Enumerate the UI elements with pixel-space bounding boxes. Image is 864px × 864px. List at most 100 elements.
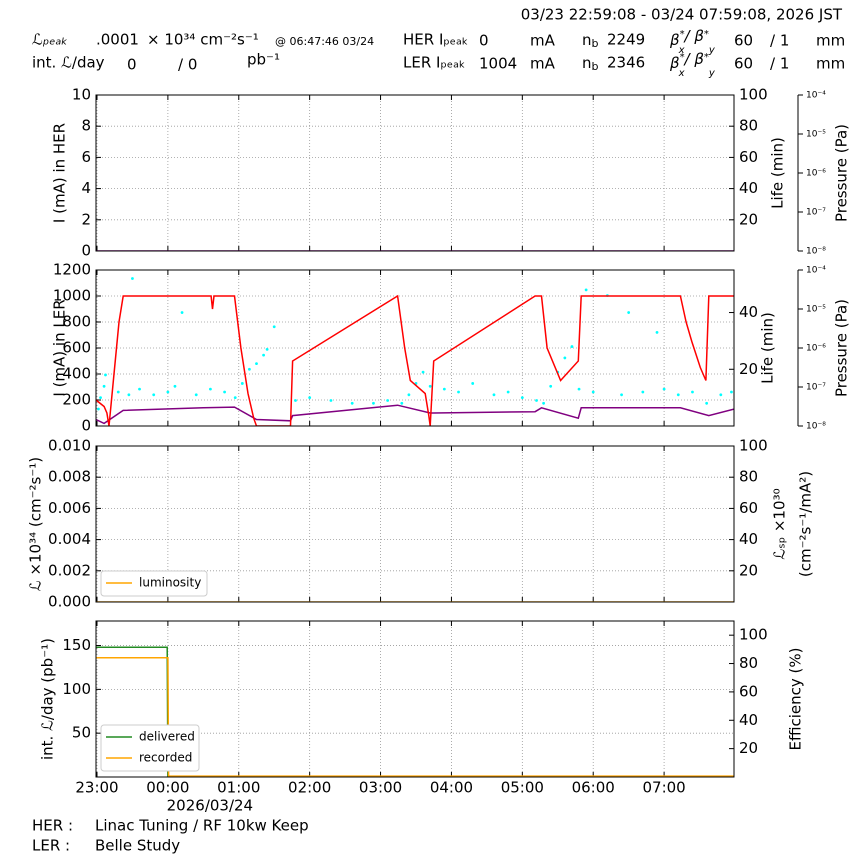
y-axis-label: ℒ ×10³⁴ (cm⁻²s⁻¹) [27,457,45,591]
y2-tick-label: 80 [739,654,758,672]
intl-label: int. ℒ/day [32,54,105,72]
bunch-symbol: n [582,31,592,49]
y2-tick-label: 100 [739,437,768,455]
intl-recorded: / 0 [178,56,197,74]
ring-peak-label: HER Iₚₑₐₖ [403,31,468,49]
legend-label: delivered [139,730,195,744]
legend-label: luminosity [139,576,201,590]
beta-part: * [704,52,709,63]
scatter-point [641,390,645,394]
scatter-point [577,387,581,391]
scatter-point [535,399,538,402]
y2-axis-label: Life (min) [759,312,777,384]
scatter-point [691,390,694,394]
scatter-point [627,311,631,314]
scatter-point [428,384,432,388]
y2-tick-label: 80 [739,468,758,486]
y-tick-label: 800 [62,313,91,331]
y-tick-label: 400 [62,365,91,383]
y2-tick-label: 60 [739,682,758,700]
series-line [96,404,734,425]
scatter-point [99,396,102,400]
beta-x: 60 [734,55,753,73]
plot-frame [95,620,735,778]
intl-delivered: 0 [127,56,137,74]
x-tick-label: 23:00 [75,779,118,797]
x-tick-label: 03:00 [359,779,402,797]
scatter-point [308,396,312,400]
y-tick-label: 0.010 [48,437,91,455]
scatter-point [240,382,244,385]
panel: 0 200 400 600 800 1000 1200 20 40 I (mA) in LER Li… [51,261,851,435]
scatter-point [520,396,524,400]
beta-unit: mm [816,55,845,73]
scatter-point [676,393,680,397]
scatter-point [655,331,659,334]
y2-axis-label: Life (min) [769,137,787,209]
lpeak-unit: × 10³⁴ cm⁻²s⁻¹ [147,31,259,49]
beta-part: y [708,45,716,56]
y2-tick-label: 40 [739,711,758,729]
beta-part: x [678,68,685,79]
y2-tick-label: 40 [739,303,758,321]
x-date-label: 2026/03/24 [167,797,253,815]
scatter-point [294,399,297,402]
y-tick-label: 4 [81,179,91,197]
plot-frame [95,445,735,603]
scatter-point [173,384,177,388]
y2-tick-label: 40 [739,530,758,548]
scatter-point [329,399,333,402]
bunch-sub: b [592,60,599,73]
bunch-sub: b [592,37,599,50]
y2-tick-label: 20 [739,561,758,579]
x-tick-label: 04:00 [430,779,473,797]
scatter-point [705,401,709,405]
lpeak-value: .0001 [96,31,139,49]
scatter-point [407,393,411,397]
scatter-point [471,382,475,385]
x-tick-label: 02:00 [288,779,331,797]
p-tick-label: 10⁻⁷ [806,383,826,393]
panel: 0.000 0.002 0.004 0.006 0.008 0.010 20 40 60 80 10… [27,437,815,611]
footer: HER : Linac Tuning / RF 10kw Keep LER : … [32,817,309,855]
x-tick-label: 01:00 [217,779,260,797]
beta-part: / β [683,27,705,45]
y2-axis-label: ℒₛₚ ×10³⁰ [771,488,789,559]
beta-part: y [708,68,716,79]
footer-status: Linac Tuning / RF 10kw Keep [95,817,309,835]
footer-ring: HER : [32,817,73,835]
ring-peak-label: LER Iₚₑₐₖ [403,54,465,72]
x-tick-label: 05:00 [501,779,544,797]
y2-tick-label: 80 [739,117,758,135]
bunch-count: 2249 [607,31,645,49]
y-tick-label: 10 [72,86,91,104]
beta-part: * [680,29,685,40]
bunch-symbol: n [582,54,592,72]
y2-tick-label: 100 [739,86,768,104]
scatter-point [97,407,100,411]
scatter-point [265,348,269,351]
scatter-point [620,393,623,397]
beta-y: / 1 [770,55,789,73]
y2-axis-label: Efficiency (%) [787,648,805,751]
plot-area [96,277,734,426]
panel: 50 100 150 20 40 60 80 100 int. ℒ/day (pb⁻¹) Effi… [39,620,805,815]
scatter-point [457,390,460,394]
beta-label: β* x/ β*y [669,50,716,80]
beta-unit: mm [816,32,845,50]
y-tick-label: 0.008 [48,468,91,486]
x-tick-label: 07:00 [642,779,685,797]
p-tick-label: 10⁻⁵ [806,305,826,315]
scatter-point [421,370,425,374]
scatter-point [272,325,276,329]
plot-frame [95,269,735,427]
y2-tick-label: 100 [739,626,768,644]
scatter-point [372,401,375,405]
bunch-count: 2346 [607,54,645,72]
y-axis-label: I (mA) in HER [51,123,69,223]
y2-tick-label: 20 [739,210,758,228]
y-tick-label: 6 [81,148,91,166]
legend-box [100,570,208,597]
intl-unit: pb⁻¹ [247,51,280,69]
bunch-label: nb [582,31,599,51]
